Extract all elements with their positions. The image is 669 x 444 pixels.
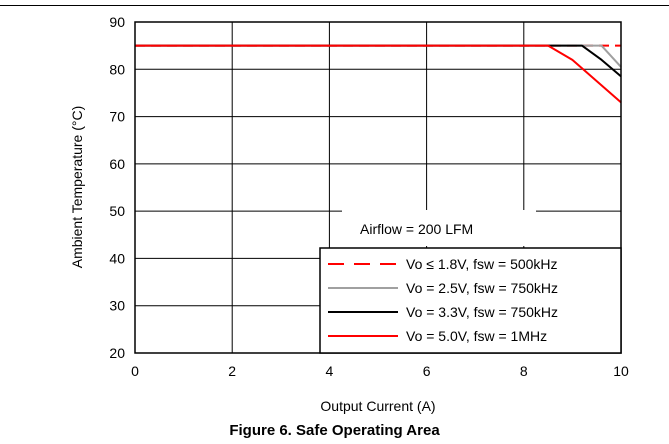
y-tick-label: 20 (109, 345, 125, 361)
legend: Vo ≤ 1.8V, fsw = 500kHz Vo = 2.5V, fsw = … (319, 247, 622, 354)
series-group (135, 44, 622, 104)
figure-caption: Figure 6. Safe Operating Area (229, 422, 440, 439)
grid (135, 22, 621, 353)
legend-label-1: Vo ≤ 1.8V, fsw = 500kHz (406, 256, 558, 272)
chart: 0 2 4 6 8 10 20 30 40 50 60 70 80 90 Airflow = 200 LF… (0, 5, 669, 414)
annotation-box (342, 210, 536, 246)
x-tick-label: 10 (613, 363, 629, 379)
x-axis-label: Output Current (A) (320, 398, 435, 414)
y-axis-label: Ambient Temperature (°C) (69, 106, 85, 269)
legend-label-3: Vo = 3.3V, fsw = 750kHz (406, 304, 558, 320)
y-tick-label: 60 (109, 156, 125, 172)
tick-labels: 0 2 4 6 8 10 20 30 40 50 60 70 80 90 (109, 14, 629, 379)
y-tick-label: 50 (109, 203, 125, 219)
x-tick-label: 8 (520, 363, 528, 379)
x-tick-label: 0 (131, 363, 139, 379)
x-tick-label: 6 (423, 363, 431, 379)
y-tick-label: 90 (109, 14, 125, 30)
series-line-4 (135, 44, 622, 104)
legend-label-4: Vo = 5.0V, fsw = 1MHz (406, 328, 547, 344)
annotation-text: Airflow = 200 LFM (360, 221, 473, 237)
legend-label-2: Vo = 2.5V, fsw = 750kHz (406, 280, 558, 296)
y-tick-label: 40 (109, 250, 125, 266)
y-tick-label: 30 (109, 298, 125, 314)
x-tick-label: 2 (228, 363, 236, 379)
x-tick-label: 4 (326, 363, 334, 379)
y-tick-label: 80 (109, 61, 125, 77)
y-tick-label: 70 (109, 109, 125, 125)
